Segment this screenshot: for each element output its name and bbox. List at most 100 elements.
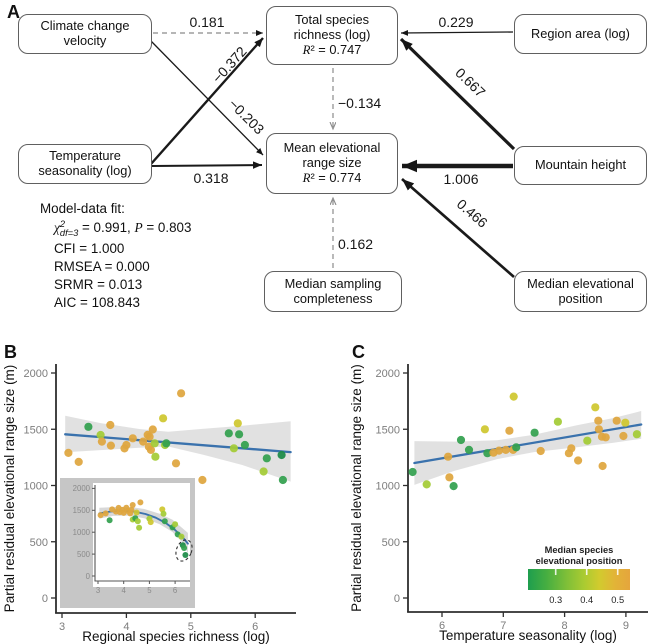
x-tick-label: 6 xyxy=(252,621,258,633)
chi-supsub: 2 df=3 xyxy=(60,220,78,238)
inset-data-point xyxy=(106,517,113,524)
y-tick-label: 1000 xyxy=(376,481,400,493)
data-point xyxy=(229,444,238,453)
sem-path-mh-tsr xyxy=(399,37,516,151)
model-fit-block: Model-data fit: χ 2 df=3 = 0.991, P = 0.80… xyxy=(40,201,191,313)
data-point xyxy=(150,439,159,448)
inset-data-point xyxy=(102,510,109,517)
sem-paths-layer: 0.181−0.203−0.3720.3180.2290.6671.0060.4… xyxy=(150,14,516,279)
sem-box-text: Mean elevational xyxy=(283,140,381,156)
data-point xyxy=(139,437,148,446)
x-tick-label: 4 xyxy=(123,621,129,633)
sem-coef-ccv-tsr: 0.181 xyxy=(189,14,224,30)
y-tick-labels: 0 500 1000 1500 2000 xyxy=(376,368,408,605)
legend-title: Median species xyxy=(545,545,614,555)
sem-box-text: range size xyxy=(302,155,362,171)
sem-diagram: 0.181 −0.203 −0.372 0.318 0.229 0.667 1.006 0.4… xyxy=(18,6,647,313)
sem-box-text: seasonality (log) xyxy=(38,163,132,178)
inset-data-point xyxy=(137,499,144,506)
data-point xyxy=(536,446,545,456)
scatter-panel-b: B 3 4 5 6 0 500 1000 1500 2000 Regional species r… xyxy=(0,342,330,644)
sem-box-text: Climate change xyxy=(40,18,130,34)
data-point xyxy=(151,452,160,461)
data-point xyxy=(444,452,453,461)
data-point xyxy=(97,437,106,446)
sem-box-r2: R² = 0.747 xyxy=(302,41,362,57)
x-tick-label: 9 xyxy=(623,620,629,632)
y-tick-labels: 0 500 1000 1500 2000 xyxy=(24,368,56,605)
chi-value: = 0.991, xyxy=(78,220,135,235)
data-points xyxy=(408,392,641,491)
sem-box-tsr: Total species richness (log) R² = 0.747 xyxy=(266,6,398,65)
data-point xyxy=(480,425,489,434)
data-point xyxy=(64,448,73,457)
data-point xyxy=(449,482,458,491)
x-tick-label: 5 xyxy=(188,621,194,633)
y-tick-label: 1500 xyxy=(376,424,400,436)
data-point xyxy=(591,403,600,412)
p-value: = 0.803 xyxy=(142,220,192,235)
data-point xyxy=(235,430,244,439)
legend-tick-label: 0.5 xyxy=(611,595,624,605)
sem-box-text: Mountain height xyxy=(534,157,627,173)
y-tick-label: 1000 xyxy=(24,481,48,493)
data-point xyxy=(106,420,115,430)
confidence-band xyxy=(65,415,291,482)
sem-box-text: Total species xyxy=(295,12,369,28)
inset-data-point xyxy=(181,545,188,551)
x-tick-label: 7 xyxy=(500,620,506,632)
panel-b-label: B xyxy=(4,342,17,362)
y-tick-label: 2000 xyxy=(376,368,400,380)
data-point xyxy=(74,457,83,466)
inset-data-points xyxy=(97,499,189,558)
data-point xyxy=(456,435,466,445)
sem-box-text: Region area (log) xyxy=(531,25,630,41)
sem-box-msc: Median sampling completeness xyxy=(264,271,402,312)
y-tick-label: 2000 xyxy=(24,368,48,380)
data-point xyxy=(530,428,539,437)
sem-box-text: Median sampling xyxy=(284,275,382,291)
inset-data-point xyxy=(160,510,167,517)
data-point xyxy=(567,444,576,453)
data-point xyxy=(483,449,492,458)
model-fit-rmsea: RMSEA = 0.000 xyxy=(54,259,150,274)
data-point xyxy=(464,445,474,454)
sem-coef-ts-tsr: −0.372 xyxy=(209,43,250,86)
inset-confidence-band xyxy=(99,506,188,554)
data-point xyxy=(198,475,207,485)
data-point xyxy=(601,433,610,442)
x-tick-labels: 3 4 5 6 xyxy=(59,613,258,633)
data-point xyxy=(445,473,454,482)
inset-data-point xyxy=(147,519,154,526)
inset-y-tick-label: 1500 xyxy=(73,506,91,515)
inset-data-point xyxy=(161,518,168,525)
sem-path-ra-tsr xyxy=(400,29,514,36)
chi-symbol: χ xyxy=(54,220,60,235)
sem-coef-ccv-mer: −0.203 xyxy=(226,96,268,138)
data-point xyxy=(128,434,137,443)
data-point xyxy=(594,416,603,425)
sem-coef-ts-mer: 0.318 xyxy=(193,170,228,186)
x-tick-label: 3 xyxy=(59,621,65,633)
p-symbol: P xyxy=(134,220,143,235)
data-point xyxy=(148,425,157,434)
legend-tick-label: 0.3 xyxy=(549,595,562,605)
inset-data-point xyxy=(178,533,185,540)
sem-coef-mh-mer: 1.006 xyxy=(443,171,478,187)
panel-a-label: A xyxy=(7,2,20,22)
data-point xyxy=(509,392,518,401)
sem-coef-tsr-mer: −0.134 xyxy=(338,95,381,111)
x-axis-title: Regional species richness (log) xyxy=(82,629,270,644)
data-point xyxy=(262,454,271,463)
data-point xyxy=(598,461,607,471)
x-tick-labels: 6 7 8 9 xyxy=(439,612,629,632)
inset-highlight-ellipse xyxy=(175,539,193,562)
legend-gradient-bar xyxy=(528,569,630,590)
data-point xyxy=(422,480,431,489)
data-point xyxy=(162,439,171,448)
sem-coef-mep-mer: 0.466 xyxy=(454,196,491,231)
data-point xyxy=(233,419,242,428)
sem-box-text: richness (log) xyxy=(293,27,371,43)
